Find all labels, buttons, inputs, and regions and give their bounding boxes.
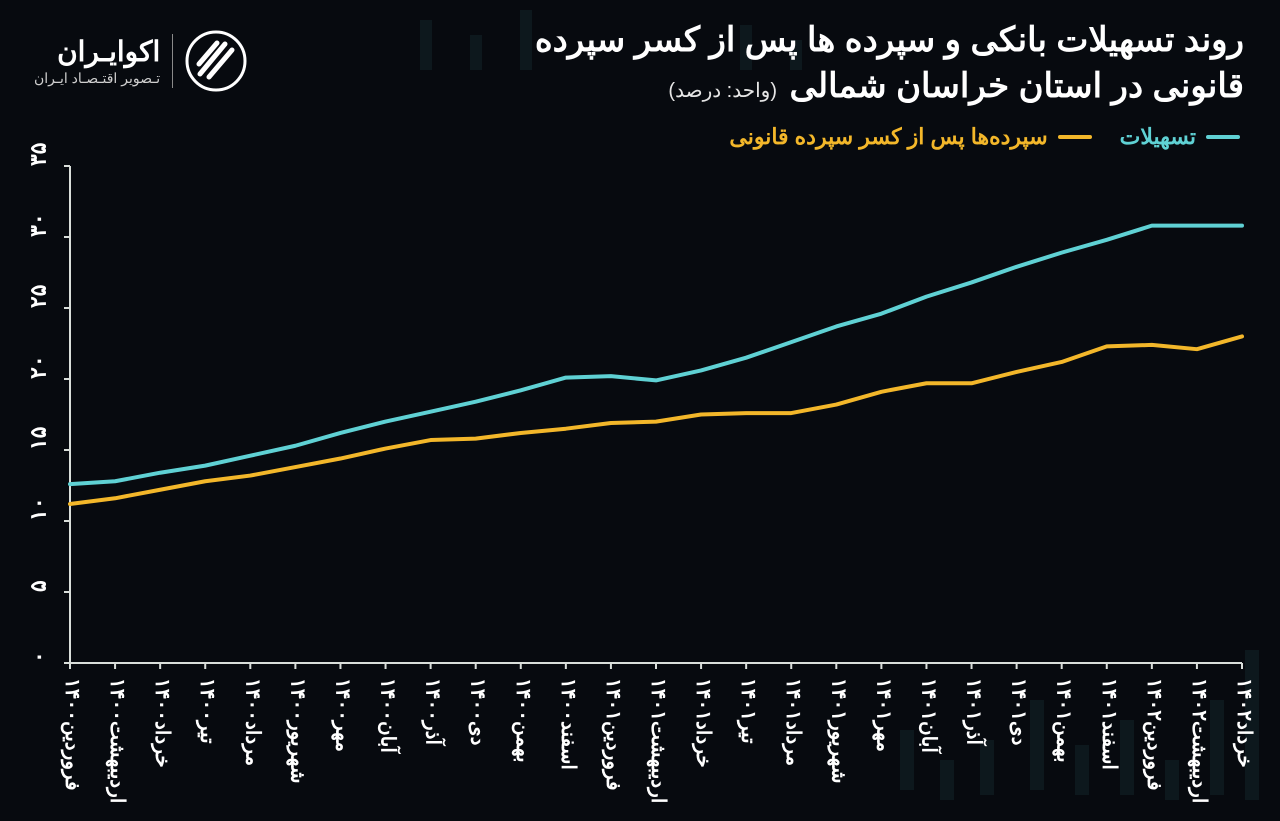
- x-tick-label: تیر۱۴۰۰: [195, 678, 219, 744]
- chart-card: روند تسهیلات بانکی و سپرده ها پس از کسر …: [0, 0, 1280, 821]
- x-tick-label: دی۱۴۰۱: [1007, 678, 1031, 746]
- y-tick-label: ۳۵: [26, 142, 51, 166]
- chart-title: روند تسهیلات بانکی و سپرده ها پس از کسر …: [535, 18, 1244, 110]
- y-tick-label: ۲۵: [26, 284, 51, 308]
- y-tick-label: ۱۵: [26, 426, 51, 450]
- x-tick-label: شهریور۱۴۰۰: [285, 678, 309, 784]
- x-tick-label: آبان۱۴۰۱: [916, 678, 940, 753]
- legend-swatch: [1206, 135, 1240, 139]
- brand: اکوایـران تـصویر اقتـصـاد ایـران: [34, 30, 247, 92]
- x-tick-label: فروردین۱۴۰۰: [60, 678, 84, 791]
- legend-label: تسهیلات: [1120, 124, 1196, 150]
- brand-subtitle: تـصویر اقتـصـاد ایـران: [34, 70, 160, 87]
- x-tick-label: اردیبهشت۱۴۰۲: [1187, 678, 1211, 803]
- brand-name: اکوایـران: [34, 35, 160, 68]
- x-tick-label: فروردین۱۴۰۱: [601, 678, 625, 791]
- legend: تسهیلات سپرده‌ها پس از کسر سپرده قانونی: [729, 124, 1240, 150]
- x-tick-label: بهمن۱۴۰۱: [1052, 678, 1076, 763]
- title-unit: (واحد: درصد): [668, 80, 777, 102]
- x-axis-labels: فروردین۱۴۰۰اردیبهشت۱۴۰۰خرداد۱۴۰۰تیر۱۴۰۰م…: [64, 678, 1242, 818]
- legend-item-tashilat: تسهیلات: [1120, 124, 1240, 150]
- x-tick-label: آذر۱۴۰۱: [962, 678, 986, 745]
- y-tick-label: ۱۰: [26, 497, 51, 521]
- y-tick-label: ۳۰: [26, 213, 51, 237]
- x-tick-label: آبان۱۴۰۰: [376, 678, 400, 753]
- x-tick-label: بهمن۱۴۰۰: [511, 678, 535, 763]
- y-tick-label: ۵: [26, 580, 51, 592]
- brand-logo-icon: [185, 30, 247, 92]
- x-tick-label: مهر۱۴۰۰: [330, 678, 354, 752]
- x-tick-label: اسفند۱۴۰۰: [556, 678, 580, 770]
- x-tick-label: خرداد۱۴۰۱: [691, 678, 715, 768]
- x-tick-label: شهریور۱۴۰۱: [826, 678, 850, 784]
- y-tick-label: ۰: [26, 651, 51, 663]
- line-chart: ۰۵۱۰۱۵۲۰۲۵۳۰۳۵: [64, 160, 1242, 675]
- legend-label: سپرده‌ها پس از کسر سپرده قانونی: [729, 124, 1047, 150]
- title-line-1: روند تسهیلات بانکی و سپرده ها پس از کسر …: [535, 18, 1244, 64]
- title-line-2: قانونی در استان خراسان شمالی: [789, 67, 1244, 105]
- x-tick-label: فروردین۱۴۰۲: [1142, 678, 1166, 791]
- x-tick-label: تیر۱۴۰۱: [736, 678, 760, 744]
- x-tick-label: خرداد۱۴۰۰: [150, 678, 174, 768]
- brand-divider: [172, 34, 173, 88]
- x-tick-label: اردیبهشت۱۴۰۱: [646, 678, 670, 803]
- x-tick-label: آذر۱۴۰۰: [421, 678, 445, 745]
- x-tick-label: مهر۱۴۰۱: [871, 678, 895, 752]
- x-tick-label: مرداد۱۴۰۱: [781, 678, 805, 766]
- y-tick-label: ۲۰: [26, 355, 51, 379]
- x-tick-label: مرداد۱۴۰۰: [240, 678, 264, 766]
- header: روند تسهیلات بانکی و سپرده ها پس از کسر …: [0, 18, 1280, 128]
- x-tick-label: خرداد۱۴۰۲: [1232, 678, 1256, 768]
- x-tick-label: اردیبهشت۱۴۰۰: [105, 678, 129, 803]
- x-tick-label: دی۱۴۰۰: [466, 678, 490, 746]
- legend-item-sepordeh: سپرده‌ها پس از کسر سپرده قانونی: [729, 124, 1091, 150]
- x-tick-label: اسفند۱۴۰۱: [1097, 678, 1121, 770]
- legend-swatch: [1058, 135, 1092, 139]
